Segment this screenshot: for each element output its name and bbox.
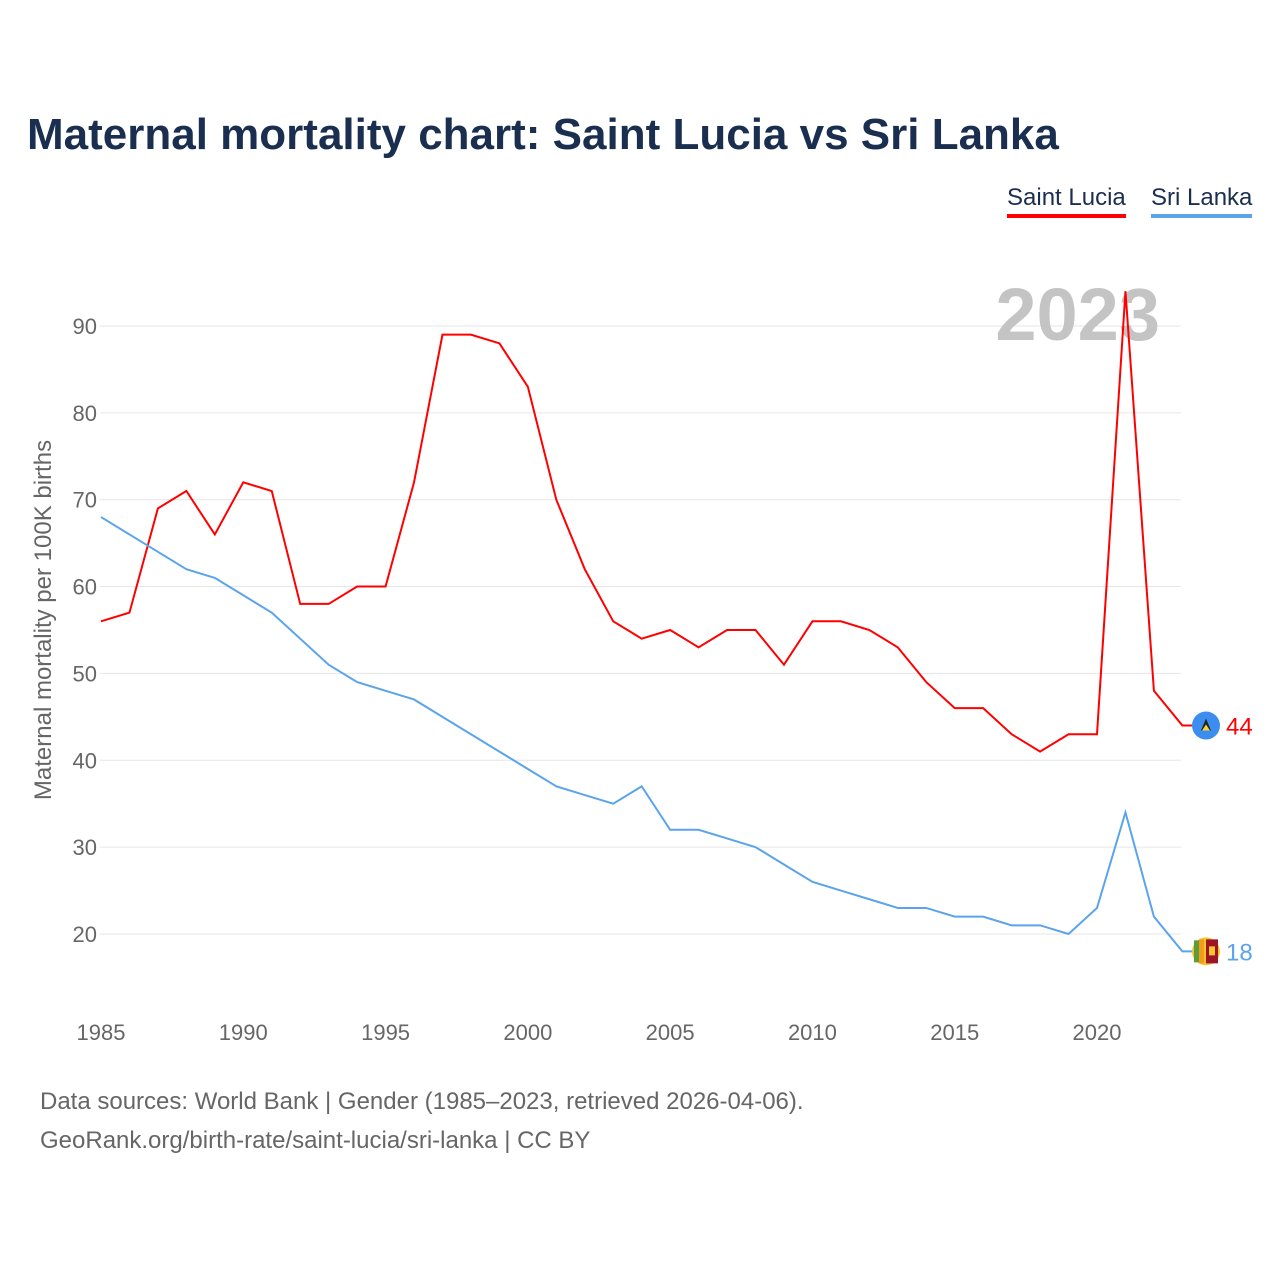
x-tick-label: 2015	[930, 1020, 979, 1045]
x-tick-label: 2020	[1073, 1020, 1122, 1045]
x-tick-label: 1990	[219, 1020, 268, 1045]
x-tick-label: 2000	[503, 1020, 552, 1045]
year-watermark: 2023	[995, 273, 1160, 356]
y-tick-label: 60	[73, 575, 97, 600]
y-tick-label: 20	[73, 922, 97, 947]
series-line-sri-lanka	[100, 516, 1192, 953]
series-line-saint-lucia	[100, 291, 1192, 753]
end-value-label: 44	[1226, 714, 1253, 741]
x-tick-label: 1995	[361, 1020, 410, 1045]
chart-title: Maternal mortality chart: Saint Lucia vs…	[27, 110, 1059, 159]
y-tick-label: 70	[73, 488, 97, 513]
saint-lucia-flag-icon	[1192, 711, 1220, 740]
sri-lanka-flag-icon	[1192, 937, 1220, 966]
credit-note: GeoRank.org/birth-rate/saint-lucia/sri-l…	[40, 1127, 591, 1154]
y-tick-label: 30	[73, 835, 97, 860]
legend-sri-lanka[interactable]: Sri Lanka	[1151, 184, 1253, 218]
y-tick-label: 90	[73, 314, 97, 339]
x-tick-label: 2005	[646, 1020, 695, 1045]
legend-saint-lucia[interactable]: Saint Lucia	[1007, 184, 1126, 218]
source-note: Data sources: World Bank | Gender (1985–…	[40, 1088, 804, 1115]
y-axis-label: Maternal mortality per 100K births	[30, 440, 57, 800]
y-tick-label: 80	[73, 401, 97, 426]
x-tick-label: 2010	[788, 1020, 837, 1045]
y-tick-label: 40	[73, 748, 97, 773]
x-tick-label: 1985	[77, 1020, 126, 1045]
end-value-label: 18	[1226, 939, 1253, 966]
y-tick-label: 50	[73, 661, 97, 686]
